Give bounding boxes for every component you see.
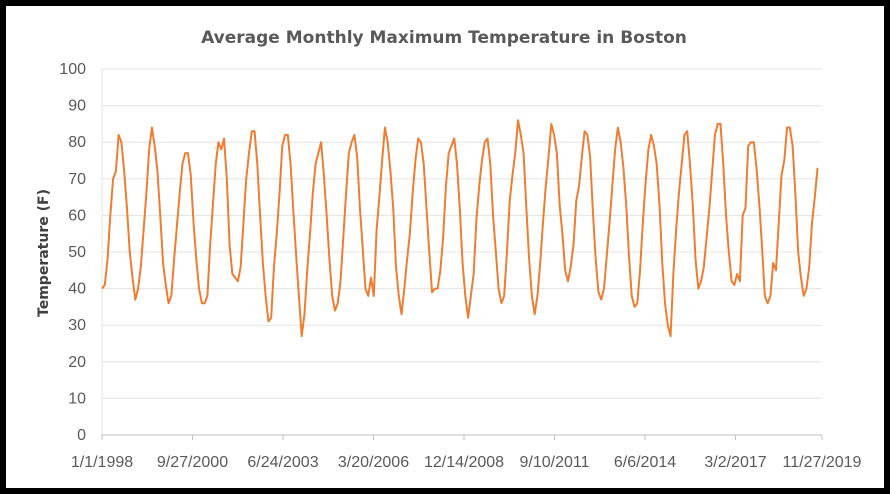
y-tick-label: 90 bbox=[68, 98, 86, 115]
x-tick-label: 9/10/2011 bbox=[520, 454, 590, 471]
chart-title: Average Monthly Maximum Temperature in B… bbox=[201, 28, 687, 48]
x-tick-label: 3/20/2006 bbox=[338, 454, 409, 471]
x-tick-label: 1/1/1998 bbox=[71, 454, 133, 471]
y-tick-label: 10 bbox=[68, 390, 86, 407]
y-tick-label: 40 bbox=[68, 281, 86, 298]
x-tick-label: 12/14/2008 bbox=[424, 454, 504, 471]
x-tick-label: 9/27/2000 bbox=[157, 454, 228, 471]
y-tick-label: 20 bbox=[68, 354, 86, 371]
x-axis-ticks: 1/1/1998 9/27/2000 6/24/2003 3/20/2006 12/14… bbox=[71, 435, 862, 471]
y-axis-ticks: 0 10 20 30 40 50 60 70 80 90 100 bbox=[59, 61, 86, 444]
y-axis-label: Temperature (F) bbox=[36, 189, 52, 317]
x-tick-label: 3/2/2017 bbox=[704, 454, 766, 471]
y-tick-label: 60 bbox=[68, 207, 86, 224]
x-tick-label: 11/27/2019 bbox=[783, 454, 862, 471]
y-tick-label: 0 bbox=[77, 427, 86, 444]
y-tick-label: 30 bbox=[68, 317, 86, 334]
y-tick-label: 70 bbox=[68, 171, 86, 188]
y-tick-label: 80 bbox=[68, 134, 86, 151]
y-tick-label: 50 bbox=[68, 244, 86, 261]
y-tick-label: 100 bbox=[59, 61, 86, 78]
x-tick-label: 6/6/2014 bbox=[614, 454, 676, 471]
series-layer bbox=[101, 119, 819, 338]
temperature-series-line bbox=[101, 119, 819, 338]
gridlines bbox=[101, 68, 822, 436]
x-tick-label: 6/24/2003 bbox=[247, 454, 318, 471]
